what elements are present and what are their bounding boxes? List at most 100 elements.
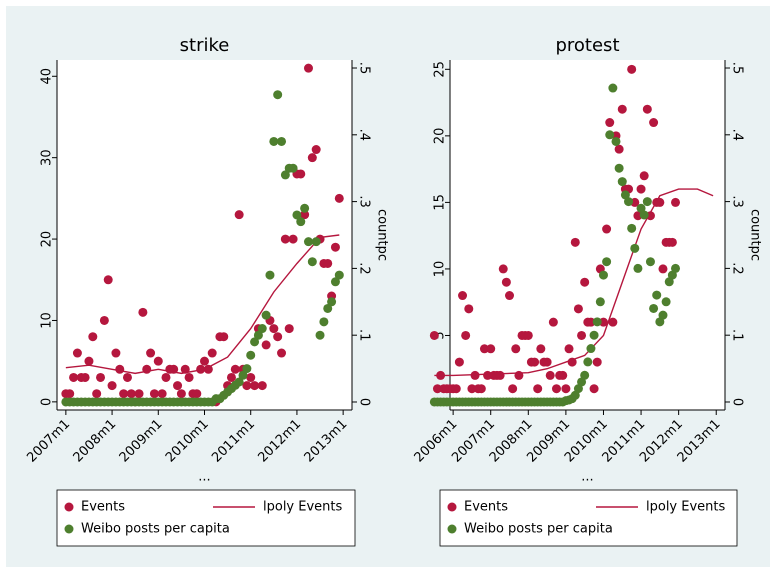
point <box>311 237 321 247</box>
point <box>548 317 558 327</box>
point <box>103 275 113 285</box>
point <box>230 364 240 374</box>
point <box>307 153 317 163</box>
point <box>614 163 624 173</box>
point <box>429 330 439 340</box>
y2-tick-label: .2 <box>730 262 745 274</box>
point <box>280 170 290 180</box>
point <box>558 370 568 380</box>
point <box>589 330 599 340</box>
y2-tick-label: .5 <box>730 62 745 74</box>
point <box>334 270 344 280</box>
point <box>292 210 302 220</box>
y2-tick-label: .4 <box>357 129 372 141</box>
legend-swatch <box>447 502 457 512</box>
point <box>451 384 461 394</box>
point <box>242 381 252 391</box>
y2-tick-label: .2 <box>357 262 372 274</box>
legend-label: Events <box>81 500 125 515</box>
point <box>501 277 511 287</box>
point <box>498 264 508 274</box>
legend-label: lpoly Events <box>263 500 342 515</box>
point <box>667 237 677 247</box>
point <box>226 372 236 382</box>
y2-tick-label: .1 <box>730 329 745 341</box>
y2-tick-label: .4 <box>730 129 745 141</box>
point <box>476 384 486 394</box>
y2-axis-title: countpc <box>748 209 763 261</box>
point <box>630 243 640 253</box>
point <box>319 317 329 327</box>
point <box>330 277 340 287</box>
point <box>605 118 615 128</box>
y2-tick-label: 0 <box>357 398 372 406</box>
point <box>667 270 677 280</box>
y-tick-label: 20 <box>40 231 55 248</box>
point <box>323 303 333 313</box>
point <box>303 63 313 73</box>
point <box>303 237 313 247</box>
point <box>671 197 681 207</box>
y-tick-label: 30 <box>40 149 55 166</box>
point <box>265 270 275 280</box>
point <box>80 372 90 382</box>
point <box>300 210 310 220</box>
point <box>107 381 117 391</box>
y-tick-label: 15 <box>433 194 448 211</box>
point <box>658 264 668 274</box>
point <box>219 332 229 342</box>
point <box>645 257 655 267</box>
point <box>611 136 621 146</box>
y-tick-label: 0 <box>40 398 55 406</box>
point <box>273 90 283 100</box>
point <box>642 197 652 207</box>
y-tick-label: 20 <box>433 128 448 145</box>
point <box>542 357 552 367</box>
point <box>505 291 515 301</box>
point <box>277 348 287 358</box>
point <box>192 389 202 399</box>
point <box>242 364 252 374</box>
point <box>458 291 468 301</box>
point <box>330 242 340 252</box>
point <box>664 277 674 287</box>
point <box>595 297 605 307</box>
legend-swatch <box>64 524 74 534</box>
point <box>461 330 471 340</box>
point <box>119 389 129 399</box>
point <box>636 203 646 213</box>
legend <box>56 489 356 547</box>
point <box>627 223 637 233</box>
point <box>284 324 294 334</box>
point <box>184 372 194 382</box>
y-tick-label: 10 <box>433 261 448 278</box>
point <box>288 234 298 244</box>
point <box>257 324 267 334</box>
point <box>580 277 590 287</box>
point <box>200 356 209 366</box>
legend-label: lpoly Events <box>646 500 725 515</box>
point <box>583 357 593 367</box>
point <box>639 171 649 181</box>
point <box>173 381 183 391</box>
point <box>580 370 590 380</box>
point <box>277 136 287 146</box>
point <box>250 381 260 391</box>
point <box>269 136 279 146</box>
point <box>636 184 646 194</box>
point <box>655 317 665 327</box>
point <box>642 104 652 114</box>
legend <box>439 489 738 547</box>
point <box>577 377 587 387</box>
point <box>327 297 337 307</box>
point <box>334 193 344 203</box>
point <box>280 234 290 244</box>
x-axis-title: ... <box>198 470 210 485</box>
point <box>111 348 121 358</box>
point <box>234 377 244 387</box>
point <box>573 384 583 394</box>
point <box>592 317 602 327</box>
y2-tick-label: .3 <box>730 195 745 207</box>
point <box>649 118 659 128</box>
point <box>561 384 571 394</box>
